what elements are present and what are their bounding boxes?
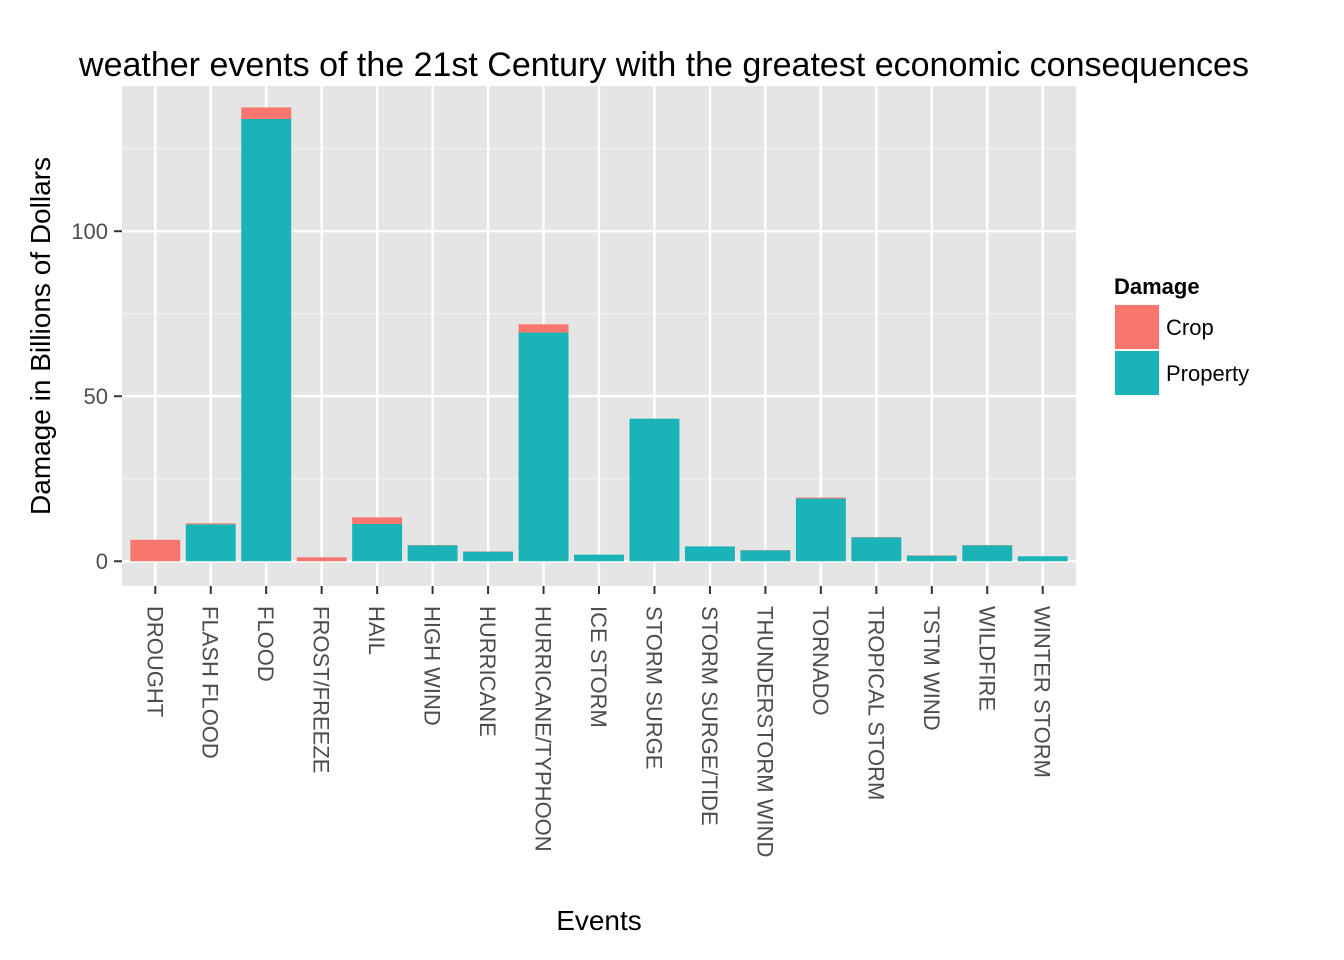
bar-property (962, 545, 1013, 562)
legend: Damage Crop Property (1113, 274, 1249, 397)
x-tick-label: FLOOD (253, 606, 278, 682)
x-tick-label: FLASH FLOOD (198, 606, 223, 759)
bar-property (463, 551, 514, 562)
bar-property (629, 418, 680, 562)
legend-title: Damage (1114, 274, 1200, 299)
y-tick-label: 50 (84, 384, 108, 409)
x-tick-label: DROUGHT (142, 606, 167, 717)
bar-property (906, 555, 957, 562)
bar-property (851, 537, 902, 562)
x-tick-label: WILDFIRE (974, 606, 999, 711)
bars (130, 107, 1068, 562)
x-tick-label: THUNDERSTORM WIND (752, 606, 777, 857)
bar-property (518, 332, 569, 562)
bar-crop (352, 517, 403, 524)
legend-label-property: Property (1166, 361, 1249, 386)
x-tick-label: TSTM WIND (919, 606, 944, 731)
x-tick-label: STORM SURGE (641, 606, 666, 769)
bar-property (574, 554, 624, 562)
bar-property (684, 546, 735, 562)
x-tick-label: HIGH WIND (420, 606, 445, 726)
bar-crop (185, 523, 236, 525)
legend-key-crop (1115, 305, 1159, 349)
x-tick-label: HAIL (364, 606, 389, 655)
bar-crop (130, 539, 181, 562)
x-tick-label: HURRICANE/TYPHOON (531, 606, 556, 852)
bar-property (407, 545, 458, 562)
x-tick-label: STORM SURGE/TIDE (697, 606, 722, 826)
legend-label-crop: Crop (1166, 315, 1214, 340)
axes: 0 50 100 DROUGHT FLASH FLOOD FLOOD FROST/FREEZ… (71, 219, 1054, 857)
bar-property (241, 119, 292, 562)
bar-crop (795, 497, 846, 499)
x-tick-label: ICE STORM (586, 606, 611, 728)
x-axis-title: Events (556, 905, 642, 936)
chart-title: weather events of the 21st Century with … (78, 46, 1249, 84)
bar-property (740, 550, 791, 562)
bar-crop (296, 557, 347, 562)
x-tick-label: WINTER STORM (1030, 606, 1055, 778)
bar-property (352, 523, 403, 562)
x-tick-label: HURRICANE (475, 606, 500, 737)
x-tick-label: TROPICAL STORM (863, 606, 888, 800)
bar-property (185, 524, 236, 562)
bar-property (795, 498, 846, 562)
bar-crop (518, 324, 569, 333)
y-tick-label: 0 (96, 549, 108, 574)
y-axis-title: Damage in Billions of Dollars (25, 157, 56, 515)
y-tick-label: 100 (71, 219, 108, 244)
bar-property (1017, 556, 1068, 562)
x-tick-label: FROST/FREEZE (309, 606, 334, 773)
bar-crop (241, 107, 292, 120)
x-tick-label: TORNADO (808, 606, 833, 716)
legend-key-property (1115, 351, 1159, 395)
